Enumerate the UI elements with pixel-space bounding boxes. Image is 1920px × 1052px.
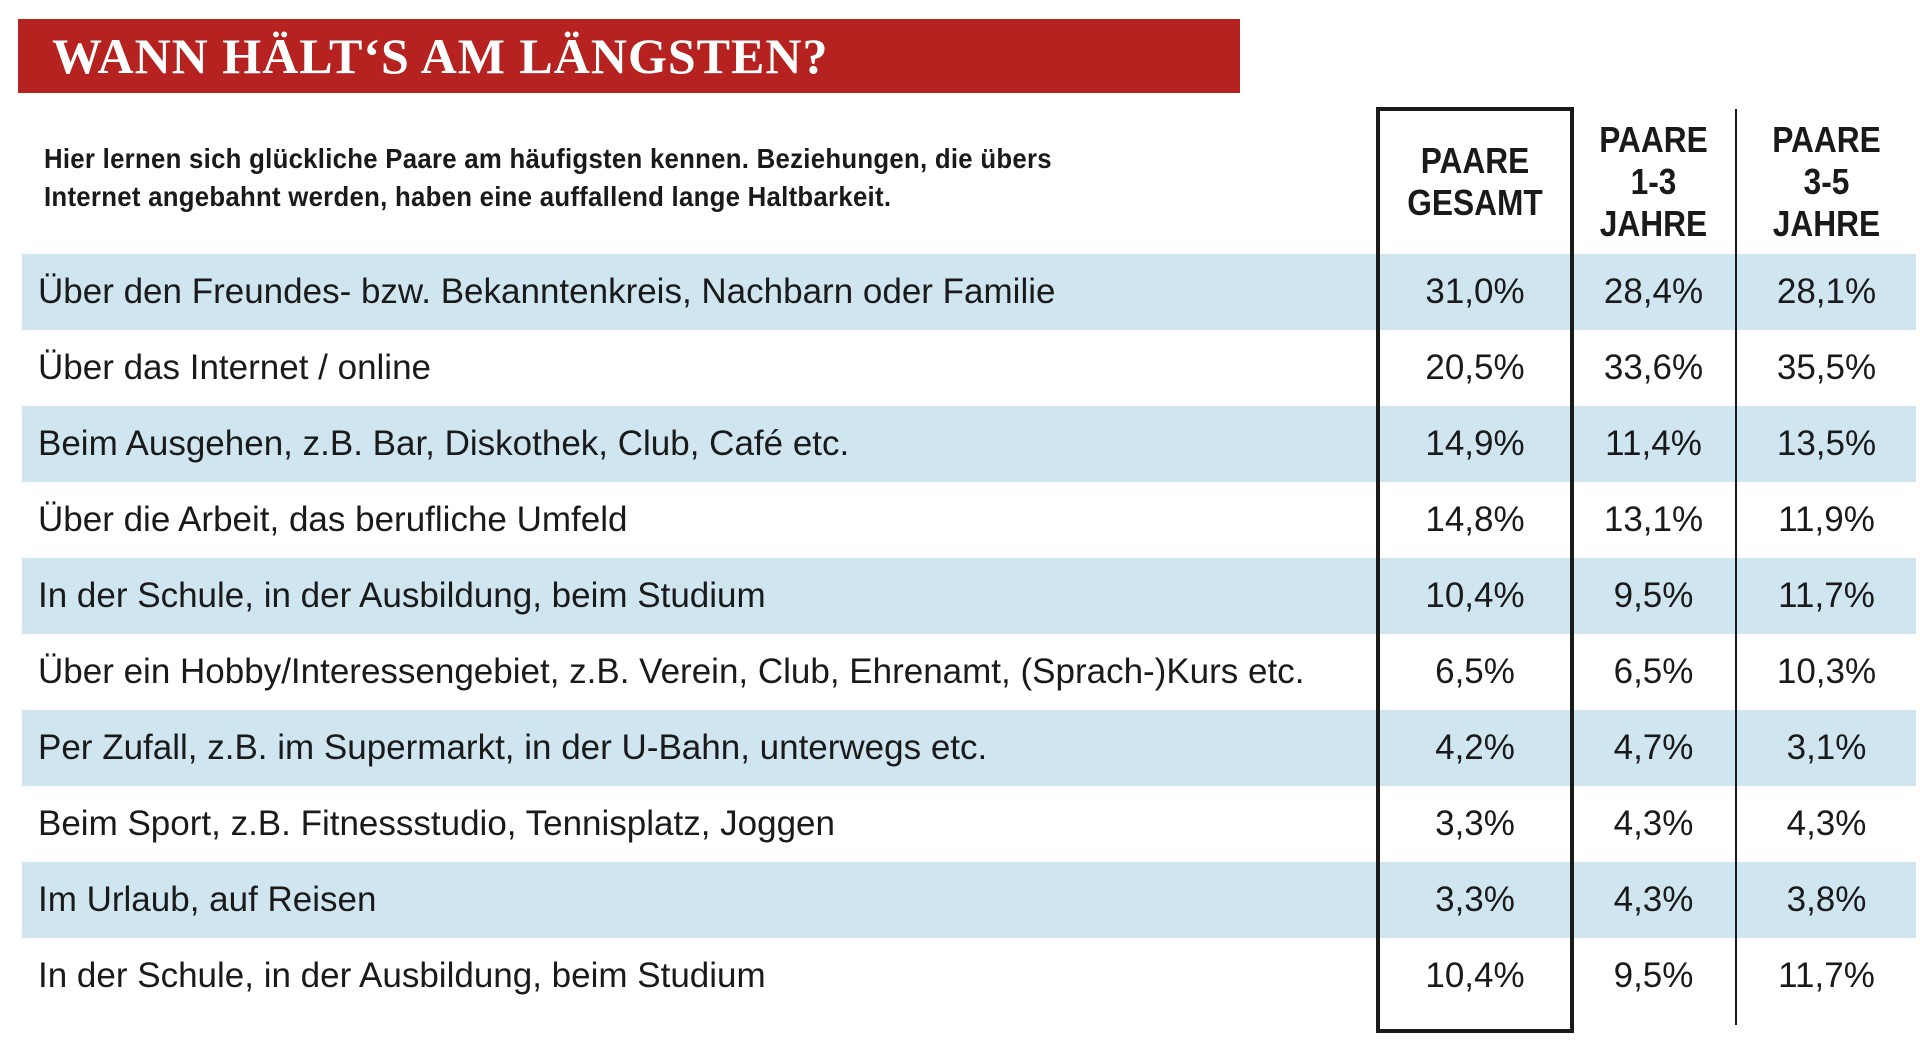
intro: Hier lernen sich glückliche Paare am häu… [44,140,1052,216]
cell-value: 10,4% [1425,576,1525,615]
table-row: Über das Internet / online 20,5% 33,6% 35,5… [22,330,1916,406]
title: WANN HÄLT‘S AM LÄNGSTEN? [52,28,829,84]
column-header-line: GESAMT [1407,181,1543,223]
column-header-line: JAHRE [1599,202,1708,244]
table-row: In der Schule, in der Ausbildung, beim S… [22,938,1916,1014]
table-row: In der Schule, in der Ausbildung, beim S… [22,558,1916,634]
row-label: Per Zufall, z.B. im Supermarkt, in der U… [38,728,988,767]
row-label: In der Schule, in der Ausbildung, beim S… [38,576,766,615]
column-header-line: 3-5 [1803,160,1850,202]
cell-value: 20,5% [1425,348,1525,387]
cell-value: 11,7% [1778,576,1875,615]
cell-value: 10,4% [1425,956,1525,995]
cell-value: 14,9% [1425,424,1525,463]
row-label: In der Schule, in der Ausbildung, beim S… [38,956,766,995]
column-header-line: PAARE [1772,118,1881,160]
cell-value: 33,6% [1603,348,1704,387]
cell-value: 13,1% [1603,500,1704,539]
row-label: Im Urlaub, auf Reisen [38,880,377,919]
cell-value: 11,9% [1778,500,1875,539]
cell-value: 4,3% [1786,804,1867,843]
intro-line: Hier lernen sich glückliche Paare am häu… [44,143,1052,174]
row-label: Über die Arbeit, das berufliche Umfeld [38,500,628,539]
cell-value: 4,2% [1435,728,1515,767]
highlight-box [1376,107,1574,1033]
row-label: Über ein Hobby/Interessengebiet, z.B. Ve… [38,652,1305,691]
cell-value: 9,5% [1613,956,1694,995]
cell-value: 11,4% [1605,424,1702,463]
cell-value: 4,7% [1613,728,1694,767]
cell-value: 10,3% [1776,652,1877,691]
title-bar: WANN HÄLT‘S AM LÄNGSTEN? [18,19,1240,93]
cell-value: 11,7% [1778,956,1875,995]
table-row: Beim Ausgehen, z.B. Bar, Diskothek, Club… [22,406,1916,482]
intro-line: Internet angebahnt werden, haben eine au… [44,181,892,212]
row-label: Beim Ausgehen, z.B. Bar, Diskothek, Club… [38,424,850,463]
table-row: Über den Freundes- bzw. Bekanntenkreis, … [22,254,1916,330]
cell-value: 31,0% [1425,272,1525,311]
cell-value: 28,4% [1603,272,1704,311]
cell-value: 3,8% [1786,880,1867,919]
row-label: Über das Internet / online [38,348,432,387]
column-header-line: 1-3 [1630,160,1677,202]
column-header: PAARE GESAMT [1391,109,1558,254]
column-divider [1735,109,1737,1025]
column-header-line: PAARE [1599,118,1708,160]
cell-value: 13,5% [1776,424,1877,463]
table-row: Per Zufall, z.B. im Supermarkt, in der U… [22,710,1916,786]
cell-value: 6,5% [1435,652,1515,691]
table-row: Beim Sport, z.B. Fitnessstudio, Tennispl… [22,786,1916,862]
cell-value: 14,8% [1425,500,1525,539]
cell-value: 3,3% [1435,880,1515,919]
cell-value: 28,1% [1776,272,1877,311]
table-row: Über die Arbeit, das berufliche Umfeld 14… [22,482,1916,558]
cell-value: 6,5% [1613,652,1694,691]
row-label: Über den Freundes- bzw. Bekanntenkreis, … [38,272,1056,311]
row-label: Beim Sport, z.B. Fitnessstudio, Tennispl… [38,804,835,843]
cell-value: 4,3% [1613,880,1694,919]
cell-value: 35,5% [1776,348,1877,387]
column-header-line: PAARE [1420,139,1530,181]
cell-value: 9,5% [1613,576,1694,615]
column-header: PAARE 1-3 JAHRE [1581,109,1726,254]
table-row: Im Urlaub, auf Reisen 3,3% 4,3% 3,8% [22,862,1916,938]
column-header: PAARE 3-5 JAHRE [1748,109,1906,254]
column-header-line: JAHRE [1772,202,1881,244]
cell-value: 4,3% [1613,804,1694,843]
cell-value: 3,1% [1786,728,1867,767]
cell-value: 3,3% [1435,804,1515,843]
table-row: Über ein Hobby/Interessengebiet, z.B. Ve… [22,634,1916,710]
